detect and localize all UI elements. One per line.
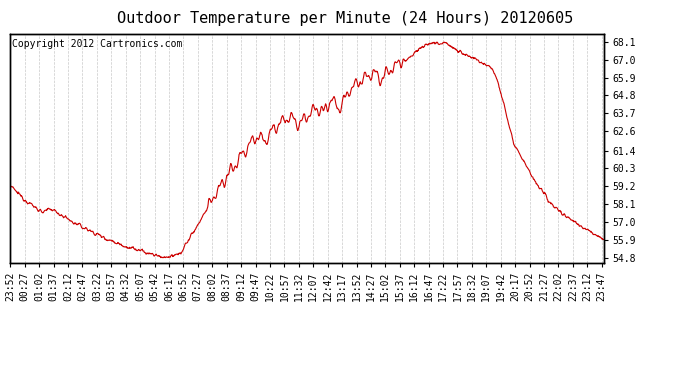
Text: Outdoor Temperature per Minute (24 Hours) 20120605: Outdoor Temperature per Minute (24 Hours…: [117, 11, 573, 26]
Text: Copyright 2012 Cartronics.com: Copyright 2012 Cartronics.com: [12, 39, 183, 50]
